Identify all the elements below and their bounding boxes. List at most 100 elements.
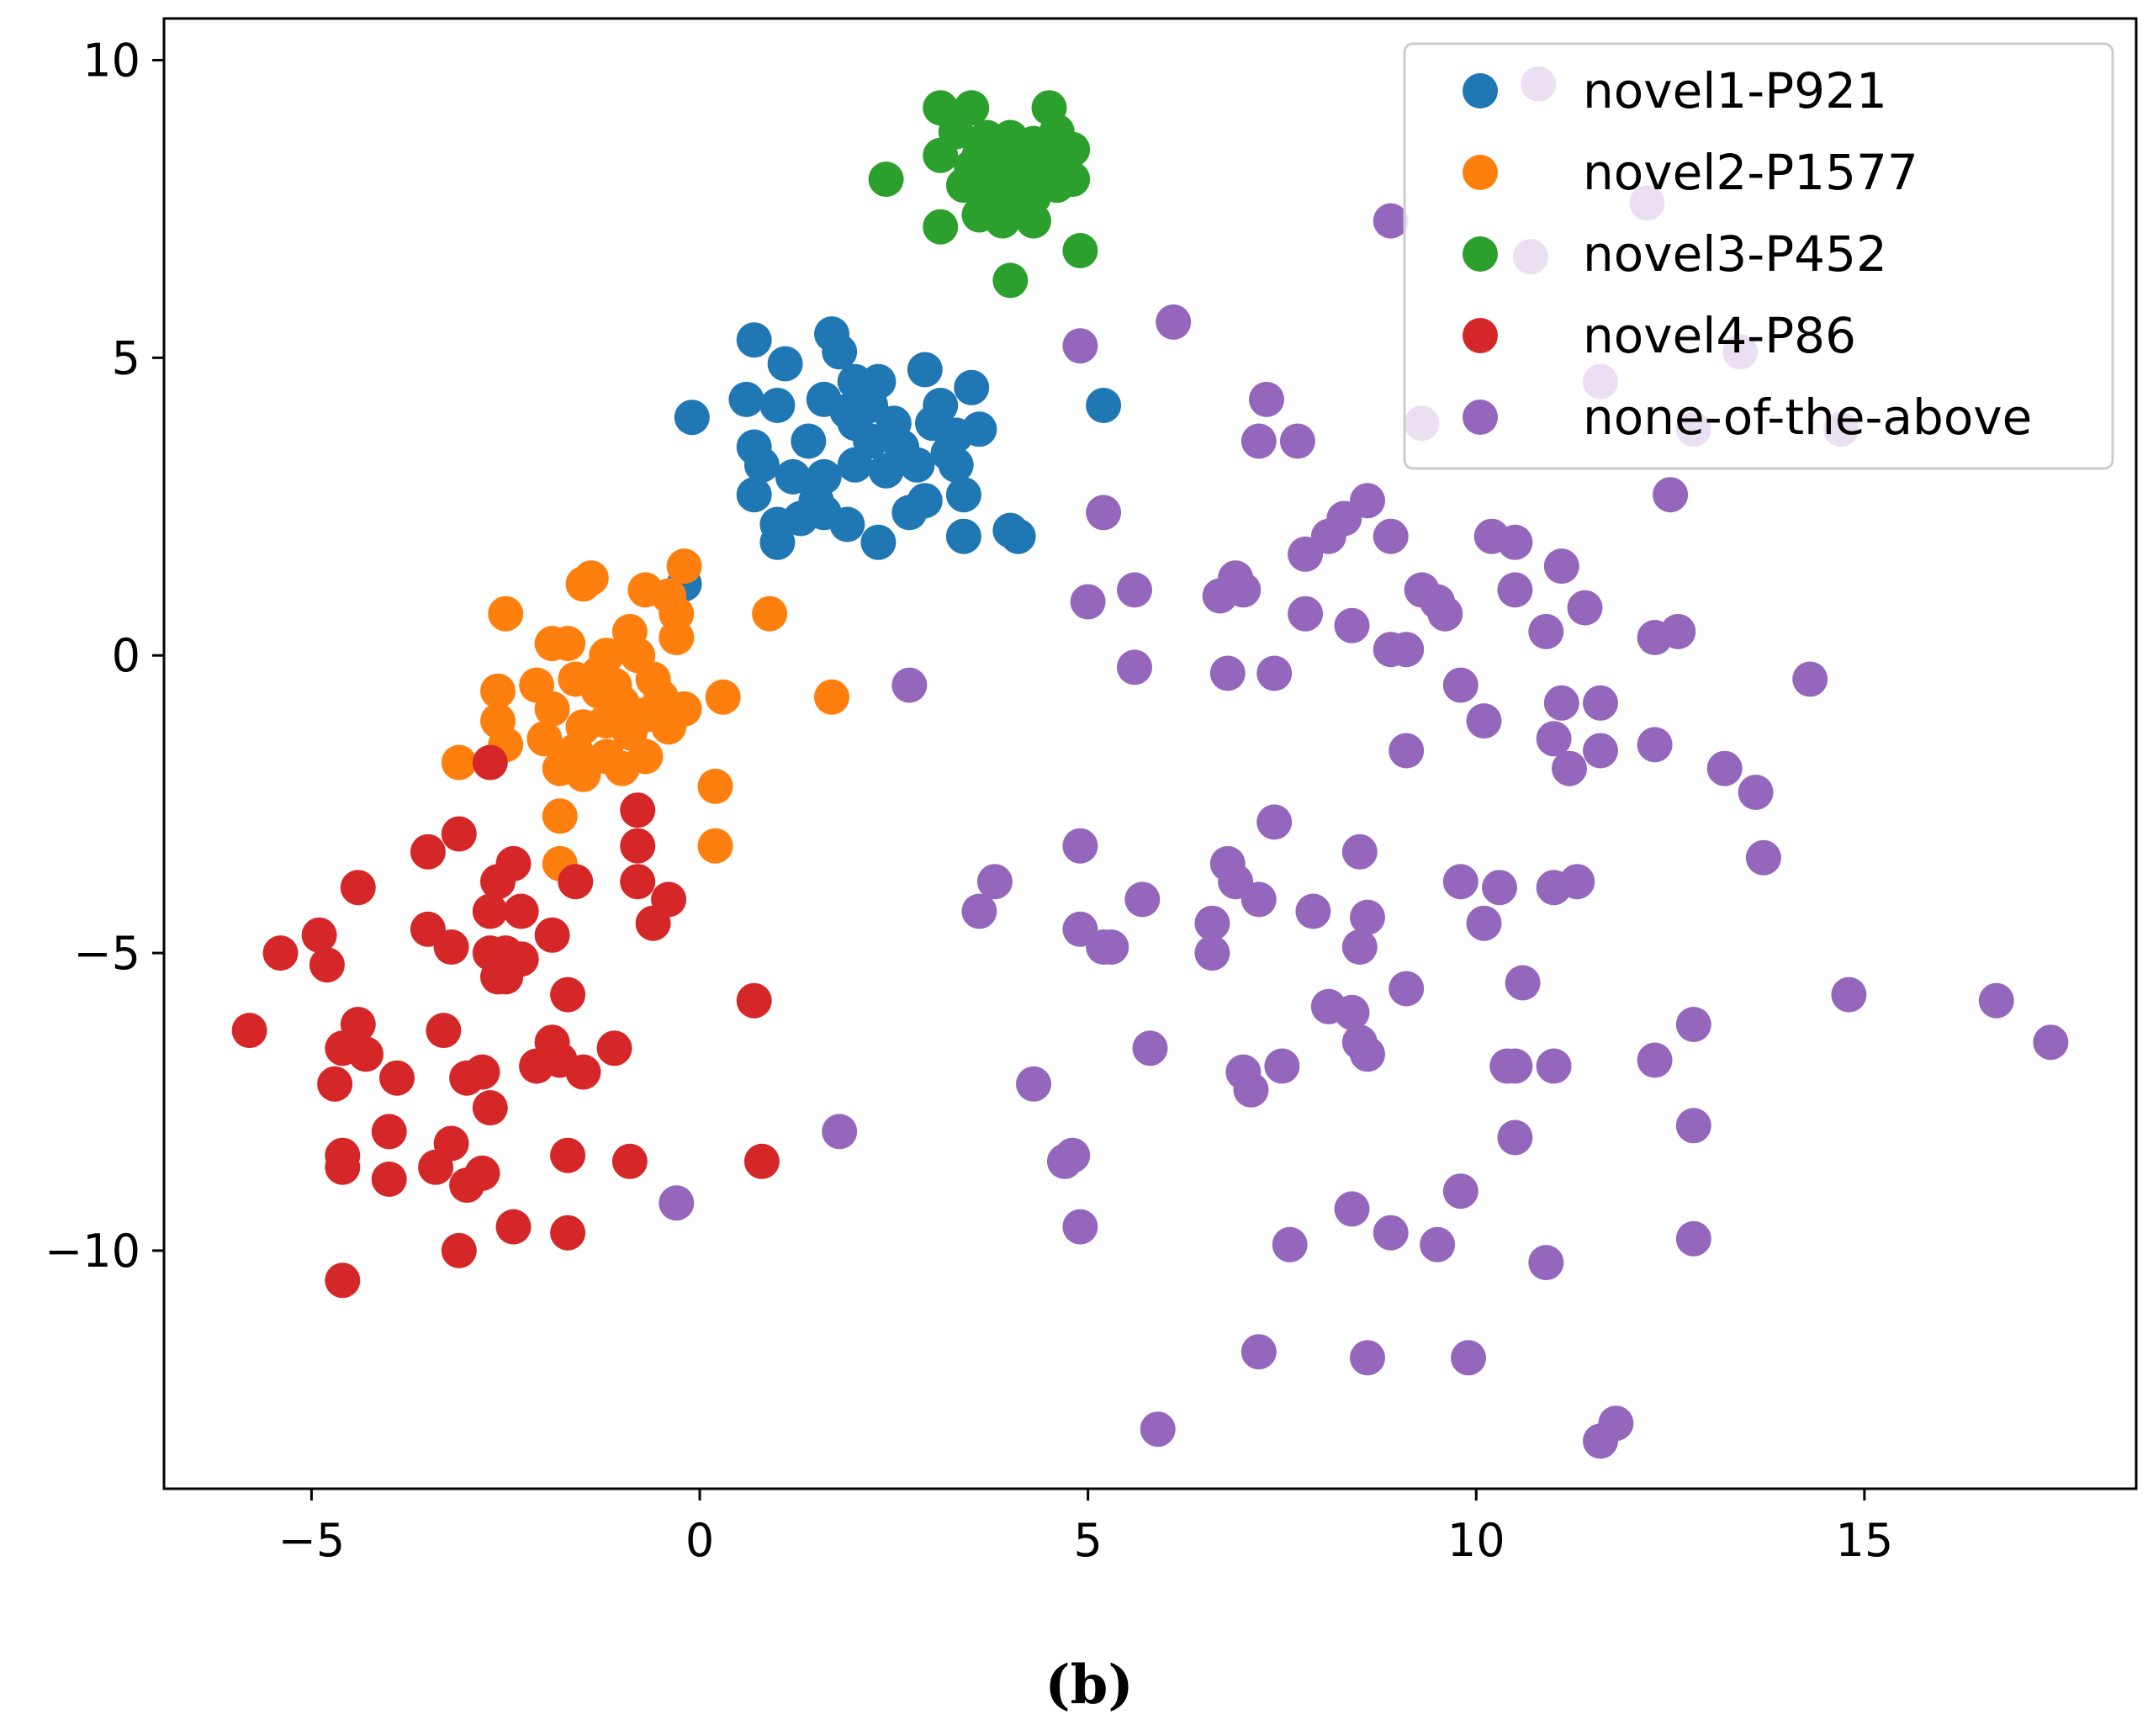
data-point: [930, 435, 966, 471]
figure-caption: (b): [1045, 1654, 1133, 1717]
data-point: [1256, 655, 1293, 691]
data-point: [2033, 1024, 2069, 1061]
data-point: [743, 1143, 780, 1179]
data-point: [674, 400, 710, 436]
data-point: [728, 381, 764, 417]
data-point: [1637, 1042, 1673, 1078]
data-point: [449, 1060, 485, 1096]
data-point: [1442, 1173, 1479, 1209]
data-point: [1233, 1072, 1269, 1108]
data-point: [1373, 518, 1409, 554]
data-point: [1000, 167, 1036, 204]
data-point: [1350, 483, 1385, 519]
data-point: [837, 447, 873, 483]
data-point: [1745, 839, 1781, 876]
data-point: [783, 500, 818, 537]
data-point: [317, 1066, 353, 1102]
data-point: [1093, 929, 1129, 965]
data-point: [1583, 685, 1618, 721]
y-tick-label: −10: [45, 1225, 140, 1278]
data-point: [1350, 1036, 1385, 1072]
legend-label: none-of-the-above: [1583, 389, 2032, 446]
data-point: [1978, 982, 2014, 1019]
data-point: [923, 137, 959, 173]
data-point: [472, 744, 508, 781]
x-tick-label: 5: [1073, 1514, 1102, 1567]
data-point: [1675, 1108, 1711, 1144]
data-point: [1427, 595, 1463, 632]
data-point: [1389, 733, 1425, 769]
data-point: [853, 388, 889, 423]
data-point: [550, 626, 586, 662]
data-point: [1279, 423, 1315, 459]
data-point: [1272, 1226, 1308, 1262]
data-point: [1350, 899, 1385, 935]
data-point: [558, 733, 594, 769]
data-point: [1637, 727, 1673, 763]
data-point: [1497, 572, 1533, 608]
data-point: [550, 1215, 586, 1251]
data-point: [480, 673, 516, 709]
data-point: [620, 828, 656, 864]
data-point: [1264, 1048, 1300, 1084]
data-point: [1536, 721, 1572, 757]
data-point: [301, 917, 337, 953]
data-point: [868, 453, 904, 489]
data-point: [620, 864, 656, 900]
data-point: [1240, 881, 1277, 918]
data-point: [1016, 203, 1051, 239]
data-point: [767, 346, 803, 382]
data-point: [868, 161, 904, 198]
data-point: [1334, 994, 1370, 1030]
data-point: [379, 1060, 415, 1096]
data-point: [1295, 893, 1331, 929]
legend-marker: [1463, 400, 1498, 435]
data-point: [426, 1013, 462, 1049]
data-point: [1341, 834, 1378, 870]
legend-marker: [1463, 73, 1498, 108]
x-axis: −5 0 5 10 15: [278, 1489, 1894, 1567]
data-point: [829, 506, 865, 542]
data-point: [775, 458, 811, 495]
data-point: [961, 893, 997, 929]
data-point: [666, 548, 702, 585]
data-point: [961, 137, 997, 173]
data-point: [907, 352, 943, 388]
data-point: [340, 870, 376, 906]
legend-marker: [1463, 318, 1498, 353]
data-point: [472, 1090, 508, 1126]
data-point: [1373, 1215, 1409, 1251]
legend-box: [1403, 42, 2114, 470]
data-point: [1156, 304, 1192, 340]
data-point: [550, 977, 586, 1013]
data-point: [441, 1232, 477, 1268]
data-point: [945, 518, 981, 554]
data-point: [1420, 1226, 1456, 1262]
data-point: [1194, 935, 1230, 971]
plot-frame: [162, 17, 2138, 1490]
data-point: [1016, 1066, 1051, 1102]
data-point: [1505, 965, 1541, 1001]
data-point: [759, 388, 796, 423]
data-point: [1389, 971, 1425, 1007]
data-point: [976, 864, 1013, 900]
data-point: [472, 893, 508, 929]
data-point: [659, 620, 695, 655]
data-point: [503, 893, 539, 929]
series-0: [666, 316, 1122, 602]
data-point: [441, 816, 477, 852]
data-point: [860, 524, 897, 560]
data-point: [822, 1114, 858, 1150]
data-point: [371, 1162, 407, 1197]
data-point: [441, 744, 477, 781]
data-point: [697, 828, 733, 864]
series-1: [441, 548, 849, 881]
data-point: [1070, 584, 1106, 620]
series-2: [868, 90, 1098, 299]
data-point: [1482, 870, 1517, 906]
data-point: [1543, 548, 1579, 585]
x-tick-label: 15: [1836, 1514, 1894, 1567]
data-point: [1660, 613, 1696, 649]
data-point: [1442, 864, 1479, 900]
